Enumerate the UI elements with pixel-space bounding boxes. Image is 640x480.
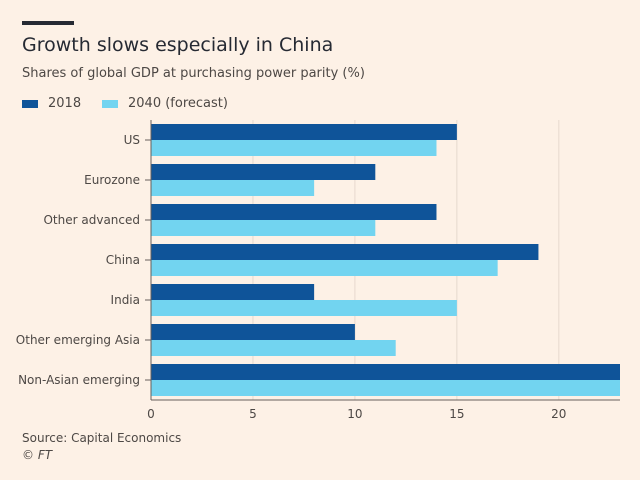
category-label: Non-Asian emerging (18, 373, 140, 387)
legend-item-2040: 2040 (forecast) (102, 96, 228, 111)
bar-2018 (151, 284, 315, 300)
bar-2040 (151, 180, 315, 196)
top-rule (22, 21, 74, 25)
category-label: Other emerging Asia (16, 333, 140, 347)
x-tick-label: 0 (147, 407, 155, 421)
legend-swatch-2040 (102, 99, 118, 108)
category-label: China (106, 253, 140, 267)
chart-title: Growth slows especially in China (22, 34, 334, 56)
bar-2040 (151, 140, 437, 156)
bar-2040 (151, 300, 457, 316)
bar-2018 (151, 204, 437, 220)
credit-note: © FT (22, 448, 53, 462)
x-tick-label: 5 (249, 407, 257, 421)
source-note: Source: Capital Economics (22, 431, 182, 445)
x-tick-label: 15 (449, 407, 464, 421)
bar-2018 (151, 324, 355, 340)
legend-swatch-2018 (22, 99, 38, 108)
legend-label-2018: 2018 (48, 96, 82, 111)
bar-2018 (151, 244, 539, 260)
legend-label-2040: 2040 (forecast) (128, 96, 228, 111)
bar-2040 (151, 260, 498, 276)
category-label: Other advanced (43, 213, 140, 227)
category-label: US (124, 133, 140, 147)
bar-2018 (151, 164, 376, 180)
x-tick-label: 10 (347, 407, 362, 421)
bar-2040 (151, 220, 376, 236)
bar-2018 (151, 124, 457, 140)
bar-2040 (151, 340, 396, 356)
chart-subtitle: Shares of global GDP at purchasing power… (22, 66, 365, 81)
x-tick-label: 20 (551, 407, 566, 421)
bar-2040 (151, 380, 620, 396)
category-label: Eurozone (84, 173, 140, 187)
category-label: India (111, 293, 140, 307)
legend-item-2018: 2018 (22, 96, 81, 111)
bar-2018 (151, 364, 620, 380)
